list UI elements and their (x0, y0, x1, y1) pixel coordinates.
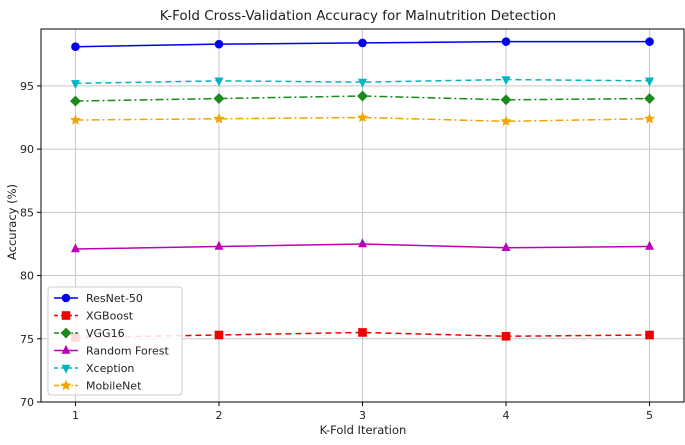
data-point (214, 330, 224, 340)
y-tick-label: 90 (20, 143, 34, 156)
y-tick-label: 85 (20, 206, 34, 219)
data-point (214, 39, 224, 49)
data-point (501, 242, 511, 252)
series-resnet-50 (71, 37, 654, 52)
chart-title: K-Fold Cross-Validation Accuracy for Mal… (160, 8, 556, 24)
series-xception (70, 76, 655, 90)
data-point (645, 240, 655, 250)
data-point (71, 42, 80, 52)
data-point (645, 37, 654, 46)
legend-marker (60, 327, 72, 339)
data-point (500, 94, 512, 106)
data-point (70, 80, 80, 90)
data-point (214, 77, 224, 87)
data-point (214, 240, 224, 250)
x-tick-label: 2 (215, 409, 222, 422)
data-point (358, 38, 367, 48)
legend-label: MobileNet (86, 380, 142, 393)
data-point (357, 90, 368, 102)
legend-marker (61, 311, 71, 320)
legend-item: Random Forest (54, 345, 169, 358)
x-tick-label: 4 (503, 409, 510, 422)
legend-item: ResNet-50 (54, 292, 143, 305)
legend-marker (61, 344, 71, 354)
y-tick-label: 70 (20, 396, 34, 409)
y-tick-label: 80 (20, 270, 34, 283)
legend-label: Random Forest (86, 345, 169, 358)
legend-marker (60, 379, 72, 391)
y-tick-label: 75 (20, 333, 34, 346)
data-point (356, 111, 369, 123)
data-point (501, 331, 511, 341)
series-line (75, 78, 650, 85)
data-point (645, 330, 654, 340)
legend-box (47, 286, 183, 396)
data-point (645, 77, 655, 87)
series-random-forest (70, 238, 655, 253)
series-mobilenet (69, 111, 656, 126)
data-point (69, 114, 81, 125)
ticks: 1 2 3 4 5 70 75 80 85 90 95 (20, 80, 653, 422)
x-tick-label: 5 (646, 409, 653, 422)
series-vgg16 (70, 90, 655, 107)
data-point (644, 93, 655, 104)
legend-marker (61, 293, 71, 303)
x-axis-title: K-Fold Iteration (320, 423, 407, 437)
legend-label: ResNet-50 (86, 292, 143, 305)
legend-label: Xception (86, 362, 134, 375)
data-point (358, 238, 367, 248)
data-point (70, 95, 81, 107)
legend-label: XGBoost (86, 310, 134, 323)
legend-item: Xception (54, 362, 134, 375)
legend-marker (61, 364, 71, 374)
y-axis-title: Accuracy (%) (5, 184, 19, 260)
data-point (358, 78, 367, 88)
legend-item: VGG16 (54, 327, 125, 340)
y-tick-label: 95 (20, 80, 34, 93)
legend-label: VGG16 (86, 327, 125, 340)
x-tick-label: 3 (359, 409, 366, 422)
data-point (358, 328, 367, 337)
data-point (213, 93, 225, 104)
legend-item: MobileNet (54, 380, 142, 393)
data-point (213, 112, 225, 124)
data-point (501, 37, 511, 46)
data-point (644, 112, 656, 124)
data-point (501, 76, 511, 86)
legend: ResNet-50 XGBoost VGG16 Random Forest Xcepti… (47, 286, 183, 396)
data-point (500, 115, 512, 126)
legend-item: XGBoost (54, 310, 134, 323)
data-point (70, 243, 80, 253)
x-tick-label: 1 (72, 409, 79, 422)
